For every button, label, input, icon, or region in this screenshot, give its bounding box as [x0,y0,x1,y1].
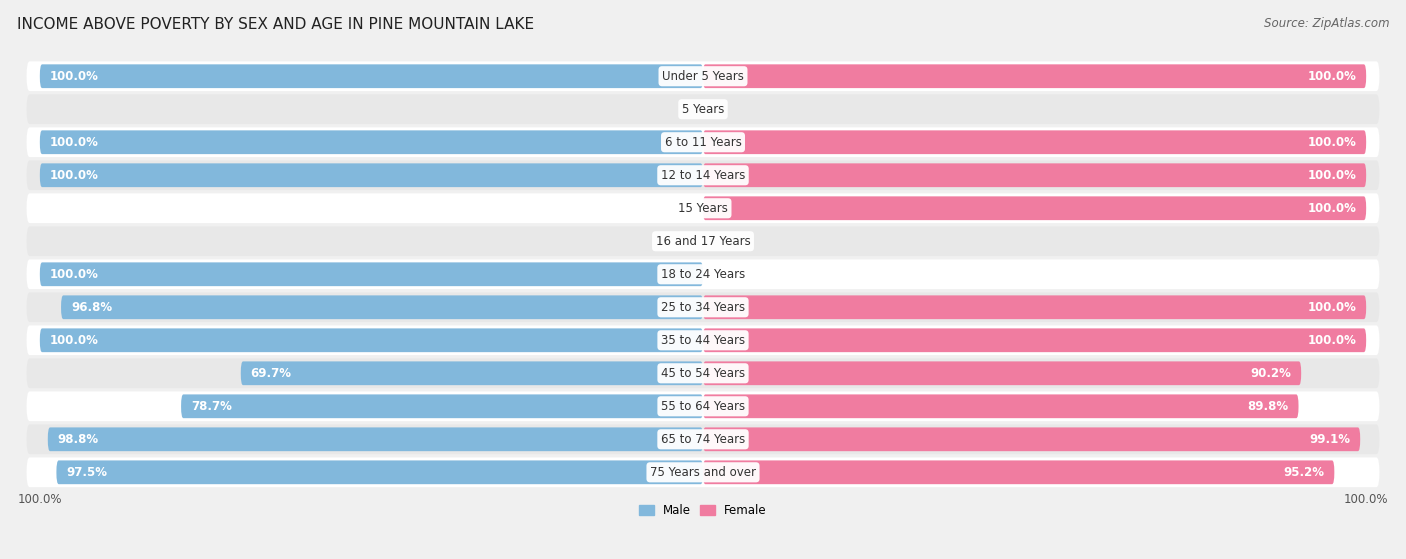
Text: 25 to 34 Years: 25 to 34 Years [661,301,745,314]
Text: 75 Years and over: 75 Years and over [650,466,756,479]
Text: 100.0%: 100.0% [1308,136,1357,149]
Text: 65 to 74 Years: 65 to 74 Years [661,433,745,446]
FancyBboxPatch shape [27,259,1379,289]
Text: 100.0%: 100.0% [1308,70,1357,83]
Text: Source: ZipAtlas.com: Source: ZipAtlas.com [1264,17,1389,30]
Text: 69.7%: 69.7% [250,367,291,380]
FancyBboxPatch shape [27,292,1379,322]
FancyBboxPatch shape [703,130,1367,154]
Text: 100.0%: 100.0% [1308,202,1357,215]
Text: 98.8%: 98.8% [58,433,98,446]
Text: 89.8%: 89.8% [1247,400,1288,413]
FancyBboxPatch shape [39,163,703,187]
FancyBboxPatch shape [703,295,1367,319]
Text: 6 to 11 Years: 6 to 11 Years [665,136,741,149]
Text: 99.1%: 99.1% [1309,433,1350,446]
FancyBboxPatch shape [27,226,1379,256]
FancyBboxPatch shape [39,130,703,154]
Text: 100.0%: 100.0% [1308,169,1357,182]
Text: 100.0%: 100.0% [49,268,98,281]
Text: 5 Years: 5 Years [682,103,724,116]
Text: 97.5%: 97.5% [66,466,107,479]
Text: 45 to 54 Years: 45 to 54 Years [661,367,745,380]
Text: 100.0%: 100.0% [49,70,98,83]
Text: 15 Years: 15 Years [678,202,728,215]
Text: 100.0%: 100.0% [1308,334,1357,347]
FancyBboxPatch shape [27,193,1379,223]
FancyBboxPatch shape [703,461,1334,484]
FancyBboxPatch shape [181,395,703,418]
FancyBboxPatch shape [39,262,703,286]
FancyBboxPatch shape [27,127,1379,157]
Text: 100.0%: 100.0% [49,136,98,149]
FancyBboxPatch shape [27,358,1379,388]
FancyBboxPatch shape [27,94,1379,124]
FancyBboxPatch shape [703,428,1360,451]
Text: 55 to 64 Years: 55 to 64 Years [661,400,745,413]
Legend: Male, Female: Male, Female [634,499,772,522]
Text: 95.2%: 95.2% [1284,466,1324,479]
FancyBboxPatch shape [39,64,703,88]
Text: 78.7%: 78.7% [191,400,232,413]
FancyBboxPatch shape [240,362,703,385]
FancyBboxPatch shape [703,163,1367,187]
FancyBboxPatch shape [56,461,703,484]
FancyBboxPatch shape [27,457,1379,487]
Text: 16 and 17 Years: 16 and 17 Years [655,235,751,248]
Text: 100.0%: 100.0% [49,169,98,182]
Text: Under 5 Years: Under 5 Years [662,70,744,83]
Text: 100.0%: 100.0% [49,334,98,347]
FancyBboxPatch shape [39,328,703,352]
FancyBboxPatch shape [60,295,703,319]
FancyBboxPatch shape [703,196,1367,220]
Text: 12 to 14 Years: 12 to 14 Years [661,169,745,182]
Text: 96.8%: 96.8% [70,301,112,314]
FancyBboxPatch shape [703,395,1299,418]
FancyBboxPatch shape [703,64,1367,88]
Text: 18 to 24 Years: 18 to 24 Years [661,268,745,281]
FancyBboxPatch shape [48,428,703,451]
FancyBboxPatch shape [703,362,1301,385]
FancyBboxPatch shape [27,160,1379,190]
Text: 35 to 44 Years: 35 to 44 Years [661,334,745,347]
FancyBboxPatch shape [27,325,1379,355]
FancyBboxPatch shape [703,328,1367,352]
Text: 100.0%: 100.0% [1308,301,1357,314]
Text: INCOME ABOVE POVERTY BY SEX AND AGE IN PINE MOUNTAIN LAKE: INCOME ABOVE POVERTY BY SEX AND AGE IN P… [17,17,534,32]
Text: 90.2%: 90.2% [1250,367,1291,380]
FancyBboxPatch shape [27,61,1379,91]
FancyBboxPatch shape [27,391,1379,421]
FancyBboxPatch shape [27,424,1379,454]
